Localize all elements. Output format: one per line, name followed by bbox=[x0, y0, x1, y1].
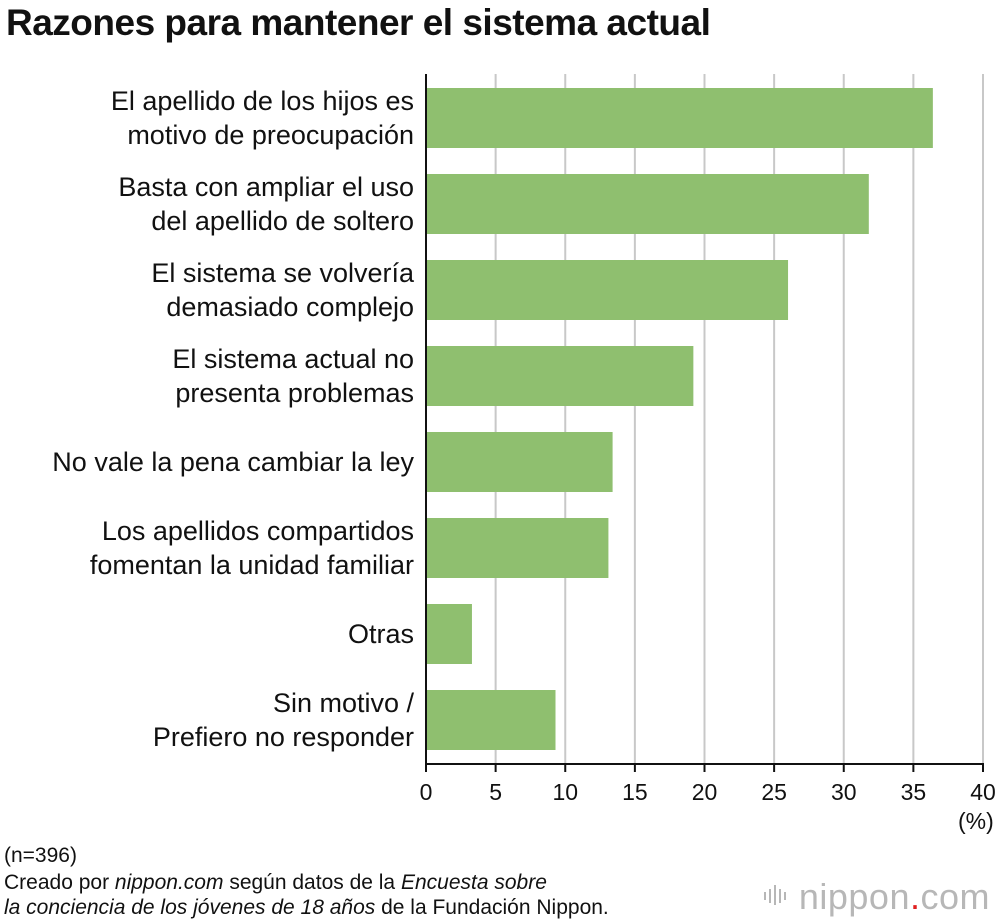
category-label-line: Basta con ampliar el uso bbox=[118, 172, 414, 202]
category-label-line: motivo de preocupación bbox=[127, 120, 414, 150]
source-text-part: Creado por bbox=[4, 871, 115, 894]
bar bbox=[426, 260, 789, 320]
x-tick-label: 30 bbox=[831, 779, 857, 805]
category-label-line: El sistema se volvería bbox=[151, 258, 414, 288]
source-text-part: de la Fundación Nippon. bbox=[375, 896, 609, 919]
sample-size-note: (n=396) bbox=[4, 844, 77, 867]
category-label: El sistema actual no presenta problemas bbox=[172, 342, 414, 410]
x-tick-labels: 0 5 10 15 20 25 30 35 40 bbox=[420, 764, 996, 805]
x-tick-label: 25 bbox=[761, 779, 787, 805]
category-label-line: No vale la pena cambiar la ley bbox=[52, 447, 414, 477]
chart-title: Razones para mantener el sistema actual bbox=[6, 2, 711, 43]
bar bbox=[426, 690, 556, 750]
source-text-part: nippon.com bbox=[114, 871, 224, 894]
x-tick-label: 35 bbox=[901, 779, 927, 805]
category-label: Otras bbox=[348, 617, 414, 651]
bar bbox=[426, 518, 609, 578]
nippon-logo: nippon.com bbox=[763, 876, 990, 918]
category-label: No vale la pena cambiar la ley bbox=[52, 445, 414, 479]
category-label-line: Sin motivo / bbox=[272, 688, 414, 718]
bar-chart: 0 5 10 15 20 25 30 35 40 bbox=[420, 74, 996, 805]
category-label-line: Prefiero no responder bbox=[152, 722, 414, 752]
x-axis-unit-label: (%) bbox=[958, 808, 994, 834]
category-label-line: del apellido de soltero bbox=[151, 206, 414, 236]
bar bbox=[426, 346, 694, 406]
category-label: Sin motivo / Prefiero no responder bbox=[153, 686, 414, 754]
bar bbox=[426, 432, 613, 492]
logo-name: nippon bbox=[798, 876, 910, 917]
category-label-line: Otras bbox=[347, 619, 414, 649]
source-text-part: Encuesta sobre bbox=[400, 871, 547, 894]
category-label-line: Los apellidos compartidos bbox=[101, 516, 414, 546]
bars bbox=[426, 88, 933, 750]
x-tick-label: 15 bbox=[622, 779, 648, 805]
bar bbox=[426, 88, 933, 148]
source-note: Creado por nippon.com según datos de la … bbox=[4, 870, 609, 920]
x-tick-label: 0 bbox=[420, 779, 433, 805]
x-tick-label: 10 bbox=[552, 779, 578, 805]
category-label-line: fomentan la unidad familiar bbox=[89, 550, 414, 580]
source-text-part: la conciencia de los jóvenes de 18 años bbox=[4, 896, 376, 919]
x-tick-label: 5 bbox=[489, 779, 502, 805]
category-label: El sistema se volvería demasiado complejo bbox=[151, 256, 414, 324]
category-label: Basta con ampliar el uso del apellido de … bbox=[118, 170, 414, 238]
x-tick-label: 40 bbox=[970, 779, 996, 805]
category-label-line: El sistema actual no bbox=[172, 344, 414, 374]
logo-dot: . bbox=[909, 876, 921, 917]
bar bbox=[426, 604, 472, 664]
logo-bars-icon bbox=[763, 885, 786, 906]
x-tick-label: 20 bbox=[692, 779, 718, 805]
bar bbox=[426, 174, 869, 234]
category-label-line: El apellido de los hijos es bbox=[110, 86, 414, 116]
logo-suffix: com bbox=[920, 876, 990, 917]
category-label: El apellido de los hijos es motivo de pre… bbox=[111, 84, 414, 152]
category-label-line: presenta problemas bbox=[175, 378, 414, 408]
category-label-line: demasiado complejo bbox=[166, 292, 414, 322]
category-label: Los apellidos compartidos fomentan la uni… bbox=[90, 514, 414, 582]
source-text-part: según datos de la bbox=[223, 871, 401, 894]
